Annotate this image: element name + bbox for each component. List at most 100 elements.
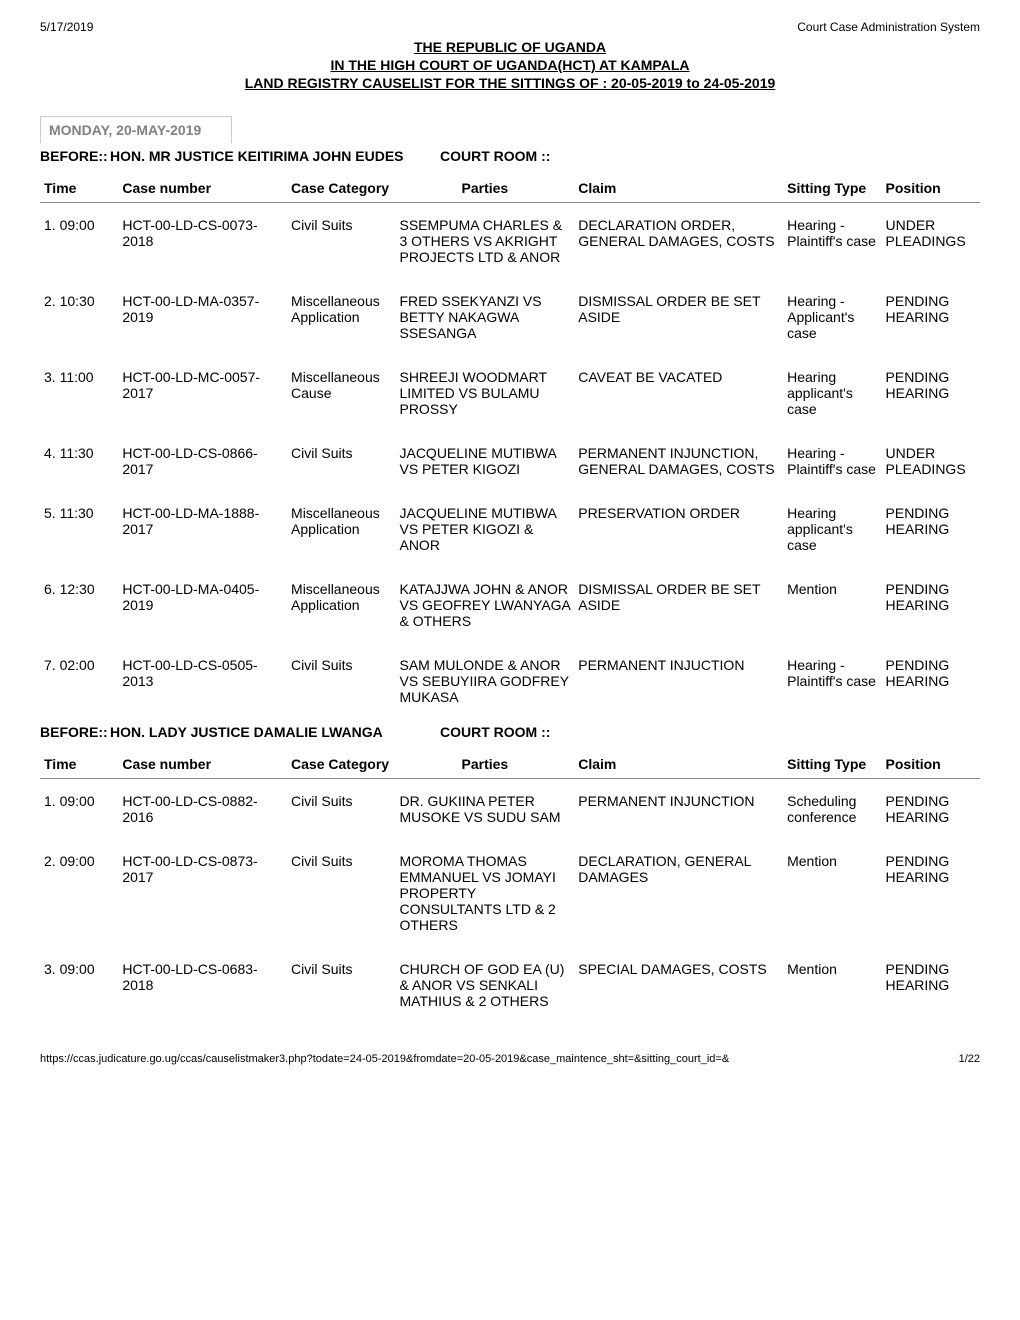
cell-time: 3. 09:00 <box>40 947 118 1023</box>
title-line-3: LAND REGISTRY CAUSELIST FOR THE SITTINGS… <box>40 75 980 91</box>
title-block: THE REPUBLIC OF UGANDA IN THE HIGH COURT… <box>40 39 980 91</box>
col-parties-header: Parties <box>395 750 574 779</box>
before-row: BEFORE::HON. LADY JUSTICE DAMALIE LWANGA… <box>40 724 980 740</box>
cell-sitting: Hearing - Plaintiff's case <box>783 643 881 719</box>
cell-case: HCT-00-LD-CS-0073-2018 <box>118 203 287 280</box>
table-row: 3. 09:00HCT-00-LD-CS-0683-2018Civil Suit… <box>40 947 980 1023</box>
col-claim-header: Claim <box>574 750 783 779</box>
cell-position: PENDING HEARING <box>882 839 980 947</box>
col-position-header: Position <box>882 174 980 203</box>
cell-parties: KATAJJWA JOHN & ANOR VS GEOFREY LWANYAGA… <box>395 567 574 643</box>
header-meta: 5/17/2019 Court Case Administration Syst… <box>40 20 980 34</box>
cell-position: PENDING HEARING <box>882 567 980 643</box>
courtroom-label: COURT ROOM :: <box>440 724 550 740</box>
cell-sitting: Mention <box>783 839 881 947</box>
cell-case: HCT-00-LD-CS-0505-2013 <box>118 643 287 719</box>
cell-category: Civil Suits <box>287 431 395 491</box>
table-row: 7. 02:00HCT-00-LD-CS-0505-2013Civil Suit… <box>40 643 980 719</box>
cell-parties: SAM MULONDE & ANOR VS SEBUYIIRA GODFREY … <box>395 643 574 719</box>
col-position-header: Position <box>882 750 980 779</box>
before-row: BEFORE::HON. MR JUSTICE KEITIRIMA JOHN E… <box>40 148 980 164</box>
cell-case: HCT-00-LD-MA-0405-2019 <box>118 567 287 643</box>
cell-time: 6. 12:30 <box>40 567 118 643</box>
cell-sitting: Hearing applicant's case <box>783 355 881 431</box>
cell-claim: PERMANENT INJUNCTION <box>574 779 783 840</box>
cell-category: Civil Suits <box>287 779 395 840</box>
footer-page: 1/22 <box>959 1053 980 1065</box>
cell-category: Miscellaneous Cause <box>287 355 395 431</box>
cell-time: 4. 11:30 <box>40 431 118 491</box>
table-row: 6. 12:30HCT-00-LD-MA-0405-2019Miscellane… <box>40 567 980 643</box>
before-label: BEFORE:: <box>40 148 110 164</box>
cell-position: PENDING HEARING <box>882 779 980 840</box>
cell-time: 2. 10:30 <box>40 279 118 355</box>
col-parties-header: Parties <box>395 174 574 203</box>
cell-case: HCT-00-LD-MC-0057-2017 <box>118 355 287 431</box>
judge-name: HON. MR JUSTICE KEITIRIMA JOHN EUDES <box>110 148 440 164</box>
cell-case: HCT-00-LD-CS-0873-2017 <box>118 839 287 947</box>
cell-time: 2. 09:00 <box>40 839 118 947</box>
col-case-header: Case number <box>118 750 287 779</box>
cell-claim: SPECIAL DAMAGES, COSTS <box>574 947 783 1023</box>
col-category-header: Case Category <box>287 750 395 779</box>
cell-sitting: Mention <box>783 947 881 1023</box>
cell-case: HCT-00-LD-MA-0357-2019 <box>118 279 287 355</box>
cell-position: PENDING HEARING <box>882 643 980 719</box>
cell-sitting: Scheduling conference <box>783 779 881 840</box>
footer: https://ccas.judicature.go.ug/ccas/cause… <box>40 1053 980 1065</box>
cell-case: HCT-00-LD-CS-0866-2017 <box>118 431 287 491</box>
cell-position: PENDING HEARING <box>882 279 980 355</box>
cell-category: Miscellaneous Application <box>287 491 395 567</box>
cell-time: 5. 11:30 <box>40 491 118 567</box>
col-category-header: Case Category <box>287 174 395 203</box>
table-row: 4. 11:30HCT-00-LD-CS-0866-2017Civil Suit… <box>40 431 980 491</box>
cell-position: UNDER PLEADINGS <box>882 431 980 491</box>
cell-category: Civil Suits <box>287 203 395 280</box>
col-time-header: Time <box>40 174 118 203</box>
cell-parties: DR. GUKIINA PETER MUSOKE VS SUDU SAM <box>395 779 574 840</box>
cell-case: HCT-00-LD-MA-1888-2017 <box>118 491 287 567</box>
title-line-1: THE REPUBLIC OF UGANDA <box>40 39 980 55</box>
cell-position: PENDING HEARING <box>882 355 980 431</box>
cell-category: Civil Suits <box>287 839 395 947</box>
cell-case: HCT-00-LD-CS-0882-2016 <box>118 779 287 840</box>
cell-time: 7. 02:00 <box>40 643 118 719</box>
courtroom-label: COURT ROOM :: <box>440 148 550 164</box>
cell-sitting: Hearing - Applicant's case <box>783 279 881 355</box>
before-label: BEFORE:: <box>40 724 110 740</box>
table-row: 5. 11:30HCT-00-LD-MA-1888-2017Miscellane… <box>40 491 980 567</box>
cell-parties: JACQUELINE MUTIBWA VS PETER KIGOZI & ANO… <box>395 491 574 567</box>
cell-case: HCT-00-LD-CS-0683-2018 <box>118 947 287 1023</box>
title-line-2: IN THE HIGH COURT OF UGANDA(HCT) AT KAMP… <box>40 57 980 73</box>
print-date: 5/17/2019 <box>40 20 93 34</box>
table-row: 3. 11:00HCT-00-LD-MC-0057-2017Miscellane… <box>40 355 980 431</box>
cell-category: Miscellaneous Application <box>287 567 395 643</box>
cell-sitting: Hearing applicant's case <box>783 491 881 567</box>
judge-name: HON. LADY JUSTICE DAMALIE LWANGA <box>110 724 440 740</box>
cell-parties: JACQUELINE MUTIBWA VS PETER KIGOZI <box>395 431 574 491</box>
cell-position: PENDING HEARING <box>882 947 980 1023</box>
cell-claim: DISMISSAL ORDER BE SET ASIDE <box>574 567 783 643</box>
table-row: 2. 10:30HCT-00-LD-MA-0357-2019Miscellane… <box>40 279 980 355</box>
table-row: 1. 09:00HCT-00-LD-CS-0073-2018Civil Suit… <box>40 203 980 280</box>
cell-claim: DECLARATION ORDER, GENERAL DAMAGES, COST… <box>574 203 783 280</box>
cell-parties: CHURCH OF GOD EA (U) & ANOR VS SENKALI M… <box>395 947 574 1023</box>
col-time-header: Time <box>40 750 118 779</box>
cell-parties: FRED SSEKYANZI VS BETTY NAKAGWA SSESANGA <box>395 279 574 355</box>
cell-position: UNDER PLEADINGS <box>882 203 980 280</box>
cell-claim: DECLARATION, GENERAL DAMAGES <box>574 839 783 947</box>
causelist-table: TimeCase numberCase CategoryPartiesClaim… <box>40 750 980 1023</box>
cell-time: 1. 09:00 <box>40 203 118 280</box>
cell-position: PENDING HEARING <box>882 491 980 567</box>
cell-claim: PRESERVATION ORDER <box>574 491 783 567</box>
causelist-table: TimeCase numberCase CategoryPartiesClaim… <box>40 174 980 719</box>
cell-sitting: Hearing - Plaintiff's case <box>783 431 881 491</box>
col-case-header: Case number <box>118 174 287 203</box>
cell-claim: PERMANENT INJUCTION <box>574 643 783 719</box>
sessions-container: BEFORE::HON. MR JUSTICE KEITIRIMA JOHN E… <box>40 148 980 1023</box>
col-sitting-header: Sitting Type <box>783 750 881 779</box>
table-row: 2. 09:00HCT-00-LD-CS-0873-2017Civil Suit… <box>40 839 980 947</box>
cell-parties: SSEMPUMA CHARLES & 3 OTHERS VS AKRIGHT P… <box>395 203 574 280</box>
cell-claim: CAVEAT BE VACATED <box>574 355 783 431</box>
col-claim-header: Claim <box>574 174 783 203</box>
